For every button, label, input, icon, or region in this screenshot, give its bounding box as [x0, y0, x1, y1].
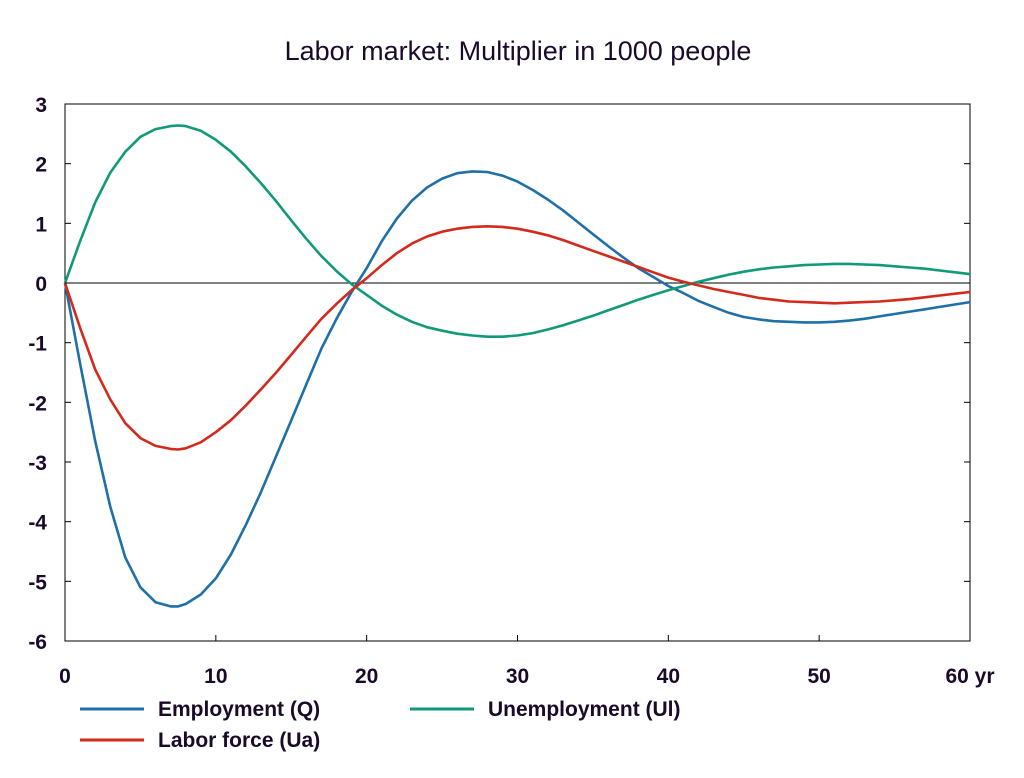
- x-tick-label: 50: [807, 665, 830, 688]
- y-tick-label: 2: [35, 154, 47, 177]
- legend-item: Unemployment (Ul): [410, 698, 681, 721]
- legend-item: Labor force (Ua): [80, 729, 320, 752]
- legend-item: Employment (Q): [80, 698, 320, 721]
- y-tick-label: 1: [35, 213, 47, 236]
- y-tick-label: -5: [28, 571, 47, 594]
- series-line-0: [63, 170, 971, 608]
- x-tick-label: 0: [59, 665, 71, 688]
- x-tick-label: 60 yr: [945, 665, 994, 688]
- x-tick-label: 20: [355, 665, 378, 688]
- y-tick-label: 3: [35, 94, 47, 117]
- y-tick-label: -1: [28, 333, 47, 356]
- y-tick-label: -3: [28, 452, 47, 475]
- y-tick-label: -4: [28, 512, 47, 535]
- series-lines: [63, 124, 971, 608]
- series-line-1: [63, 124, 971, 338]
- legend: Employment (Q) Unemployment (Ul) Labor for…: [80, 698, 681, 752]
- x-axis: 0 10 20 30 40 50 60 yr: [59, 635, 995, 688]
- plot-border: [64, 103, 971, 642]
- legend-label: Labor force (Ua): [158, 729, 320, 752]
- x-tick-label: 10: [204, 665, 227, 688]
- x-tick-label: 40: [657, 665, 680, 688]
- plot-area: [64, 103, 971, 642]
- legend-label: Employment (Q): [158, 698, 320, 721]
- x-tick-label: 30: [506, 665, 529, 688]
- chart-title: Labor market: Multiplier in 1000 people: [285, 36, 752, 66]
- y-axis: 3 2 1 0 -1 -2 -3 -4 -5 -6: [28, 94, 970, 654]
- y-tick-label: -2: [28, 392, 47, 415]
- y-tick-label: -6: [28, 631, 47, 654]
- y-tick-label: 0: [35, 273, 47, 296]
- legend-label: Unemployment (Ul): [488, 698, 681, 721]
- series-line-2: [63, 225, 971, 451]
